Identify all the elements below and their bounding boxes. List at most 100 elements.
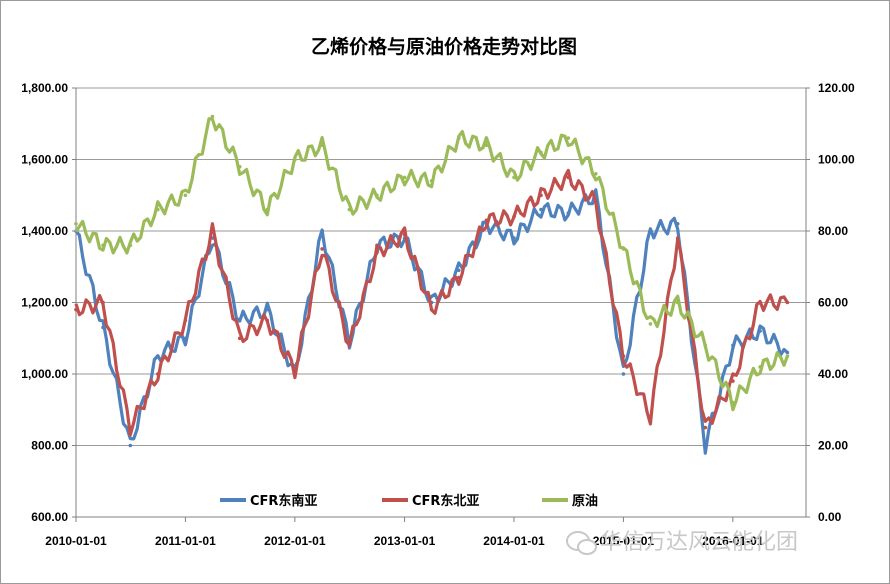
- x-tick-label: 2011-01-01: [155, 534, 216, 548]
- data-point: [648, 415, 653, 419]
- right-tick-label: 60.00: [818, 296, 848, 310]
- right-tick-label: 80.00: [818, 224, 848, 238]
- data-point: [101, 243, 105, 248]
- data-point: [347, 207, 352, 212]
- data-point: [648, 229, 653, 233]
- right-tick-label: 40.00: [818, 367, 848, 381]
- data-point: [703, 425, 708, 430]
- data-point: [347, 343, 352, 348]
- data-point: [539, 193, 543, 198]
- left-tick-label: 1,400.00: [21, 224, 68, 238]
- left-tick-label: 800.00: [31, 439, 68, 453]
- data-point: [484, 143, 489, 147]
- chart-title: 乙烯价格与原油价格走势对比图: [311, 35, 577, 58]
- data-point: [731, 400, 735, 405]
- right-tick-label: 100.00: [818, 153, 855, 167]
- data-point: [210, 114, 215, 119]
- data-point: [320, 229, 324, 233]
- data-point: [457, 275, 461, 280]
- data-point: [128, 443, 133, 448]
- x-axis-ticks: 2010-01-01 2011-01-01 2012-01-01 2013-01-01…: [45, 517, 764, 548]
- data-point: [621, 372, 626, 376]
- left-tick-label: 1,800.00: [21, 81, 68, 95]
- legend-label: 原油: [572, 493, 598, 509]
- data-point: [484, 218, 489, 223]
- data-point: [265, 307, 270, 312]
- data-point: [594, 200, 598, 205]
- data-point: [402, 175, 407, 180]
- data-point: [74, 222, 78, 226]
- right-tick-label: 0.00: [818, 510, 842, 524]
- data-point: [457, 268, 461, 273]
- data-point: [293, 157, 297, 162]
- data-point: [375, 193, 379, 198]
- data-point: [183, 336, 188, 341]
- data-point: [675, 236, 680, 240]
- data-point: [703, 443, 708, 448]
- data-point: [621, 247, 626, 251]
- watermark-text: 华信万达风云能化团: [600, 530, 798, 555]
- data-point: [237, 318, 242, 323]
- data-point: [156, 372, 160, 376]
- watermark: 华信万达风云能化团: [566, 530, 798, 555]
- x-tick-label: 2015-01-01: [593, 534, 655, 548]
- data-point: [703, 343, 708, 348]
- series-line: [74, 188, 789, 455]
- legend-label: CFR东南亚: [250, 493, 317, 509]
- data-point: [429, 307, 434, 312]
- data-point: [731, 343, 735, 348]
- data-point: [512, 175, 516, 180]
- data-point: [320, 247, 324, 251]
- left-tick-label: 1,000.00: [21, 367, 68, 381]
- data-point: [539, 150, 543, 155]
- data-point: [594, 172, 598, 176]
- data-point: [758, 329, 762, 333]
- data-point: [128, 243, 133, 248]
- left-tick-label: 600.00: [31, 510, 68, 524]
- data-point: [74, 307, 78, 312]
- data-point: [539, 207, 543, 212]
- data-point: [183, 193, 188, 198]
- left-axis-ticks: 600.00 800.00 1,000.00 1,200.00 1,400.00 1,60…: [21, 81, 76, 524]
- x-tick-label: 2014-01-01: [483, 534, 545, 548]
- right-axis-ticks: 0.00 20.00 40.00 60.00 80.00 100.00 120.00: [806, 81, 855, 524]
- data-point: [675, 222, 680, 226]
- left-tick-label: 1,200.00: [21, 296, 68, 310]
- data-point: [457, 136, 461, 140]
- x-tick-label: 2010-01-01: [45, 534, 107, 548]
- data-point: [758, 365, 762, 369]
- data-point: [101, 325, 105, 330]
- legend-label: CFR东北亚: [412, 493, 479, 509]
- data-point: [566, 211, 571, 215]
- x-tick-label: 2013-01-01: [374, 534, 436, 548]
- legend: CFR东南亚 CFR东北亚 原油: [220, 493, 598, 509]
- data-point: [210, 229, 215, 233]
- data-point: [566, 136, 571, 140]
- data-point: [265, 207, 270, 212]
- data-point: [293, 368, 297, 373]
- data-point: [183, 318, 188, 323]
- data-point: [785, 350, 790, 355]
- data-point: [265, 318, 270, 323]
- data-point: [237, 336, 242, 341]
- data-point: [429, 179, 434, 183]
- data-point: [237, 164, 242, 169]
- data-point: [156, 207, 160, 212]
- data-point: [621, 354, 626, 358]
- right-tick-label: 20.00: [818, 439, 848, 453]
- series-lines: [74, 114, 790, 455]
- data-point: [758, 300, 762, 305]
- data-point: [785, 300, 790, 305]
- data-point: [402, 232, 407, 237]
- data-point: [731, 379, 735, 383]
- data-point: [512, 214, 516, 219]
- wechat-icon: [566, 531, 597, 555]
- data-point: [566, 175, 571, 180]
- data-point: [512, 236, 516, 240]
- x-tick-label: 2016-01-01: [702, 534, 764, 548]
- data-point: [128, 425, 133, 430]
- data-point: [785, 354, 790, 358]
- data-point: [156, 354, 160, 358]
